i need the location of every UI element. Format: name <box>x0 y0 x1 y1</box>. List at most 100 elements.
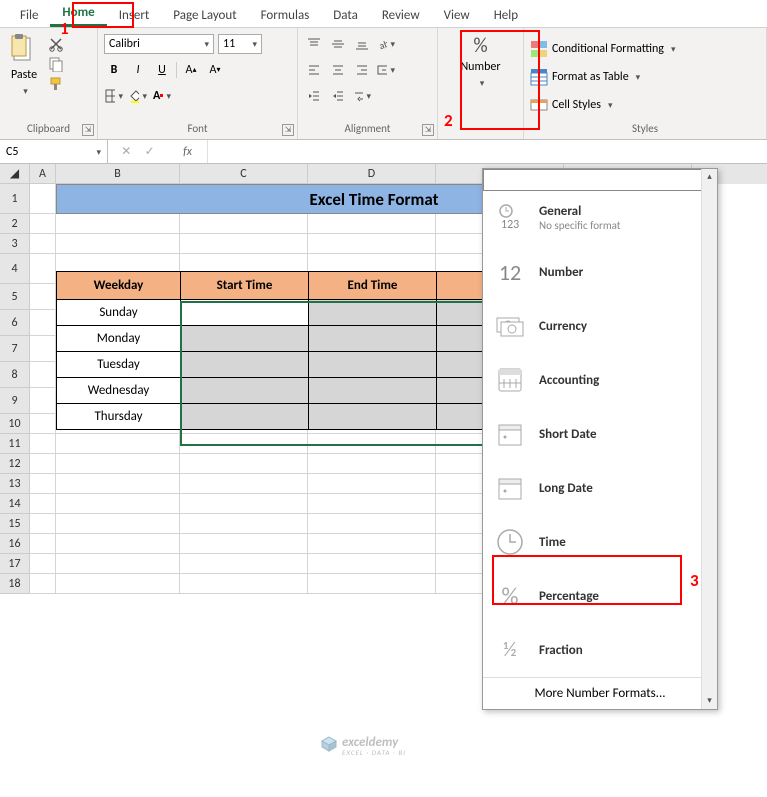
tab-view[interactable]: View <box>432 2 482 27</box>
row-header-10[interactable]: 10 <box>0 414 30 434</box>
cell-D15[interactable] <box>308 514 436 534</box>
decrease-indent-icon[interactable] <box>304 86 324 106</box>
number-format-button[interactable]: % Number <box>456 32 504 92</box>
cell-C13[interactable] <box>180 474 308 494</box>
font-dialog-launcher[interactable]: ⇲ <box>282 124 294 136</box>
cell-D17[interactable] <box>308 554 436 574</box>
cell-A4[interactable] <box>30 254 56 284</box>
cell-C15[interactable] <box>180 514 308 534</box>
fx-icon[interactable]: fx <box>168 140 208 163</box>
formula-input[interactable] <box>208 140 767 163</box>
cell-D13[interactable] <box>308 474 436 494</box>
cell-A1[interactable] <box>30 184 56 214</box>
row-header-4[interactable]: 4 <box>0 254 30 284</box>
cell-styles-button[interactable]: Cell Styles <box>530 96 613 114</box>
cell-B3[interactable] <box>56 234 180 254</box>
cell-A11[interactable] <box>30 434 56 454</box>
font-name-combo[interactable]: Calibri <box>104 34 214 54</box>
cell-A3[interactable] <box>30 234 56 254</box>
dropdown-scrollbar[interactable]: ▴▾ <box>701 169 717 709</box>
number-format-search[interactable] <box>483 169 717 191</box>
cell-D16[interactable] <box>308 534 436 554</box>
row-header-9[interactable]: 9 <box>0 388 30 414</box>
row-header-14[interactable]: 14 <box>0 494 30 514</box>
cell-D14[interactable] <box>308 494 436 514</box>
paste-button[interactable]: Paste <box>6 32 42 100</box>
row-header-8[interactable]: 8 <box>0 362 30 388</box>
fill-color-button[interactable] <box>128 86 148 106</box>
alignment-dialog-launcher[interactable]: ⇲ <box>422 124 434 136</box>
cell-C3[interactable] <box>180 234 308 254</box>
th-start[interactable]: Start Time <box>181 272 309 300</box>
tab-data[interactable]: Data <box>321 2 370 27</box>
cell-B13[interactable] <box>56 474 180 494</box>
col-D[interactable]: D <box>308 164 436 184</box>
italic-button[interactable]: I <box>128 60 148 80</box>
cell-B16[interactable] <box>56 534 180 554</box>
td-day-0[interactable]: Sunday <box>57 300 181 326</box>
row-header-15[interactable]: 15 <box>0 514 30 534</box>
row-header-5[interactable]: 5 <box>0 284 30 310</box>
row-header-2[interactable]: 2 <box>0 214 30 234</box>
cell-A14[interactable] <box>30 494 56 514</box>
tab-page-layout[interactable]: Page Layout <box>161 2 248 27</box>
nf-item-accounting[interactable]: Accounting <box>483 353 717 407</box>
align-center-icon[interactable] <box>328 60 348 80</box>
row-header-13[interactable]: 13 <box>0 474 30 494</box>
tab-home[interactable]: Home <box>50 0 106 27</box>
cell-B12[interactable] <box>56 454 180 474</box>
format-as-table-button[interactable]: Format as Table <box>530 68 640 86</box>
more-number-formats[interactable]: More Number Formats... <box>483 677 717 709</box>
cell-C18[interactable] <box>180 574 308 594</box>
conditional-formatting-button[interactable]: Conditional Formatting <box>530 40 675 58</box>
cell-D12[interactable] <box>308 454 436 474</box>
row-header-1[interactable]: 1 <box>0 184 30 214</box>
cell-C17[interactable] <box>180 554 308 574</box>
cell-A13[interactable] <box>30 474 56 494</box>
td-day-4[interactable]: Thursday <box>57 404 181 430</box>
cell-C11[interactable] <box>180 434 308 454</box>
col-C[interactable]: C <box>180 164 308 184</box>
tab-file[interactable]: File <box>8 2 50 27</box>
bold-button[interactable]: B <box>104 60 124 80</box>
borders-button[interactable] <box>104 86 124 106</box>
select-all-corner[interactable]: ◢ <box>0 164 30 184</box>
th-weekday[interactable]: Weekday <box>57 272 181 300</box>
orientation-button[interactable]: ab <box>376 34 396 54</box>
row-header-12[interactable]: 12 <box>0 454 30 474</box>
name-box[interactable]: C5 <box>0 140 108 163</box>
cell-A6[interactable] <box>30 310 56 336</box>
nf-item-short-date[interactable]: Short Date <box>483 407 717 461</box>
td-day-2[interactable]: Tuesday <box>57 352 181 378</box>
th-end[interactable]: End Time <box>309 272 437 300</box>
tab-review[interactable]: Review <box>370 2 432 27</box>
cell-A17[interactable] <box>30 554 56 574</box>
cell-D3[interactable] <box>308 234 436 254</box>
cell-B2[interactable] <box>56 214 180 234</box>
cell-A10[interactable] <box>30 414 56 434</box>
row-header-7[interactable]: 7 <box>0 336 30 362</box>
cell-D18[interactable] <box>308 574 436 594</box>
tab-formulas[interactable]: Formulas <box>249 2 322 27</box>
cell-B17[interactable] <box>56 554 180 574</box>
cell-B14[interactable] <box>56 494 180 514</box>
col-A[interactable]: A <box>30 164 56 184</box>
align-middle-icon[interactable] <box>328 34 348 54</box>
align-right-icon[interactable] <box>352 60 372 80</box>
tab-help[interactable]: Help <box>482 2 530 27</box>
cell-A9[interactable] <box>30 388 56 414</box>
cell-B18[interactable] <box>56 574 180 594</box>
align-top-icon[interactable] <box>304 34 324 54</box>
td-day-1[interactable]: Monday <box>57 326 181 352</box>
increase-indent-icon[interactable] <box>328 86 348 106</box>
cell-C12[interactable] <box>180 454 308 474</box>
format-painter-icon[interactable] <box>48 76 64 92</box>
font-color-button[interactable]: A <box>152 86 172 106</box>
cell-C2[interactable] <box>180 214 308 234</box>
cell-A16[interactable] <box>30 534 56 554</box>
nf-item-percentage[interactable]: %Percentage <box>483 569 717 623</box>
clipboard-dialog-launcher[interactable]: ⇲ <box>82 124 94 136</box>
td-c5[interactable] <box>181 300 309 326</box>
nf-item-number[interactable]: 12Number <box>483 245 717 299</box>
underline-button[interactable]: U <box>152 60 172 80</box>
